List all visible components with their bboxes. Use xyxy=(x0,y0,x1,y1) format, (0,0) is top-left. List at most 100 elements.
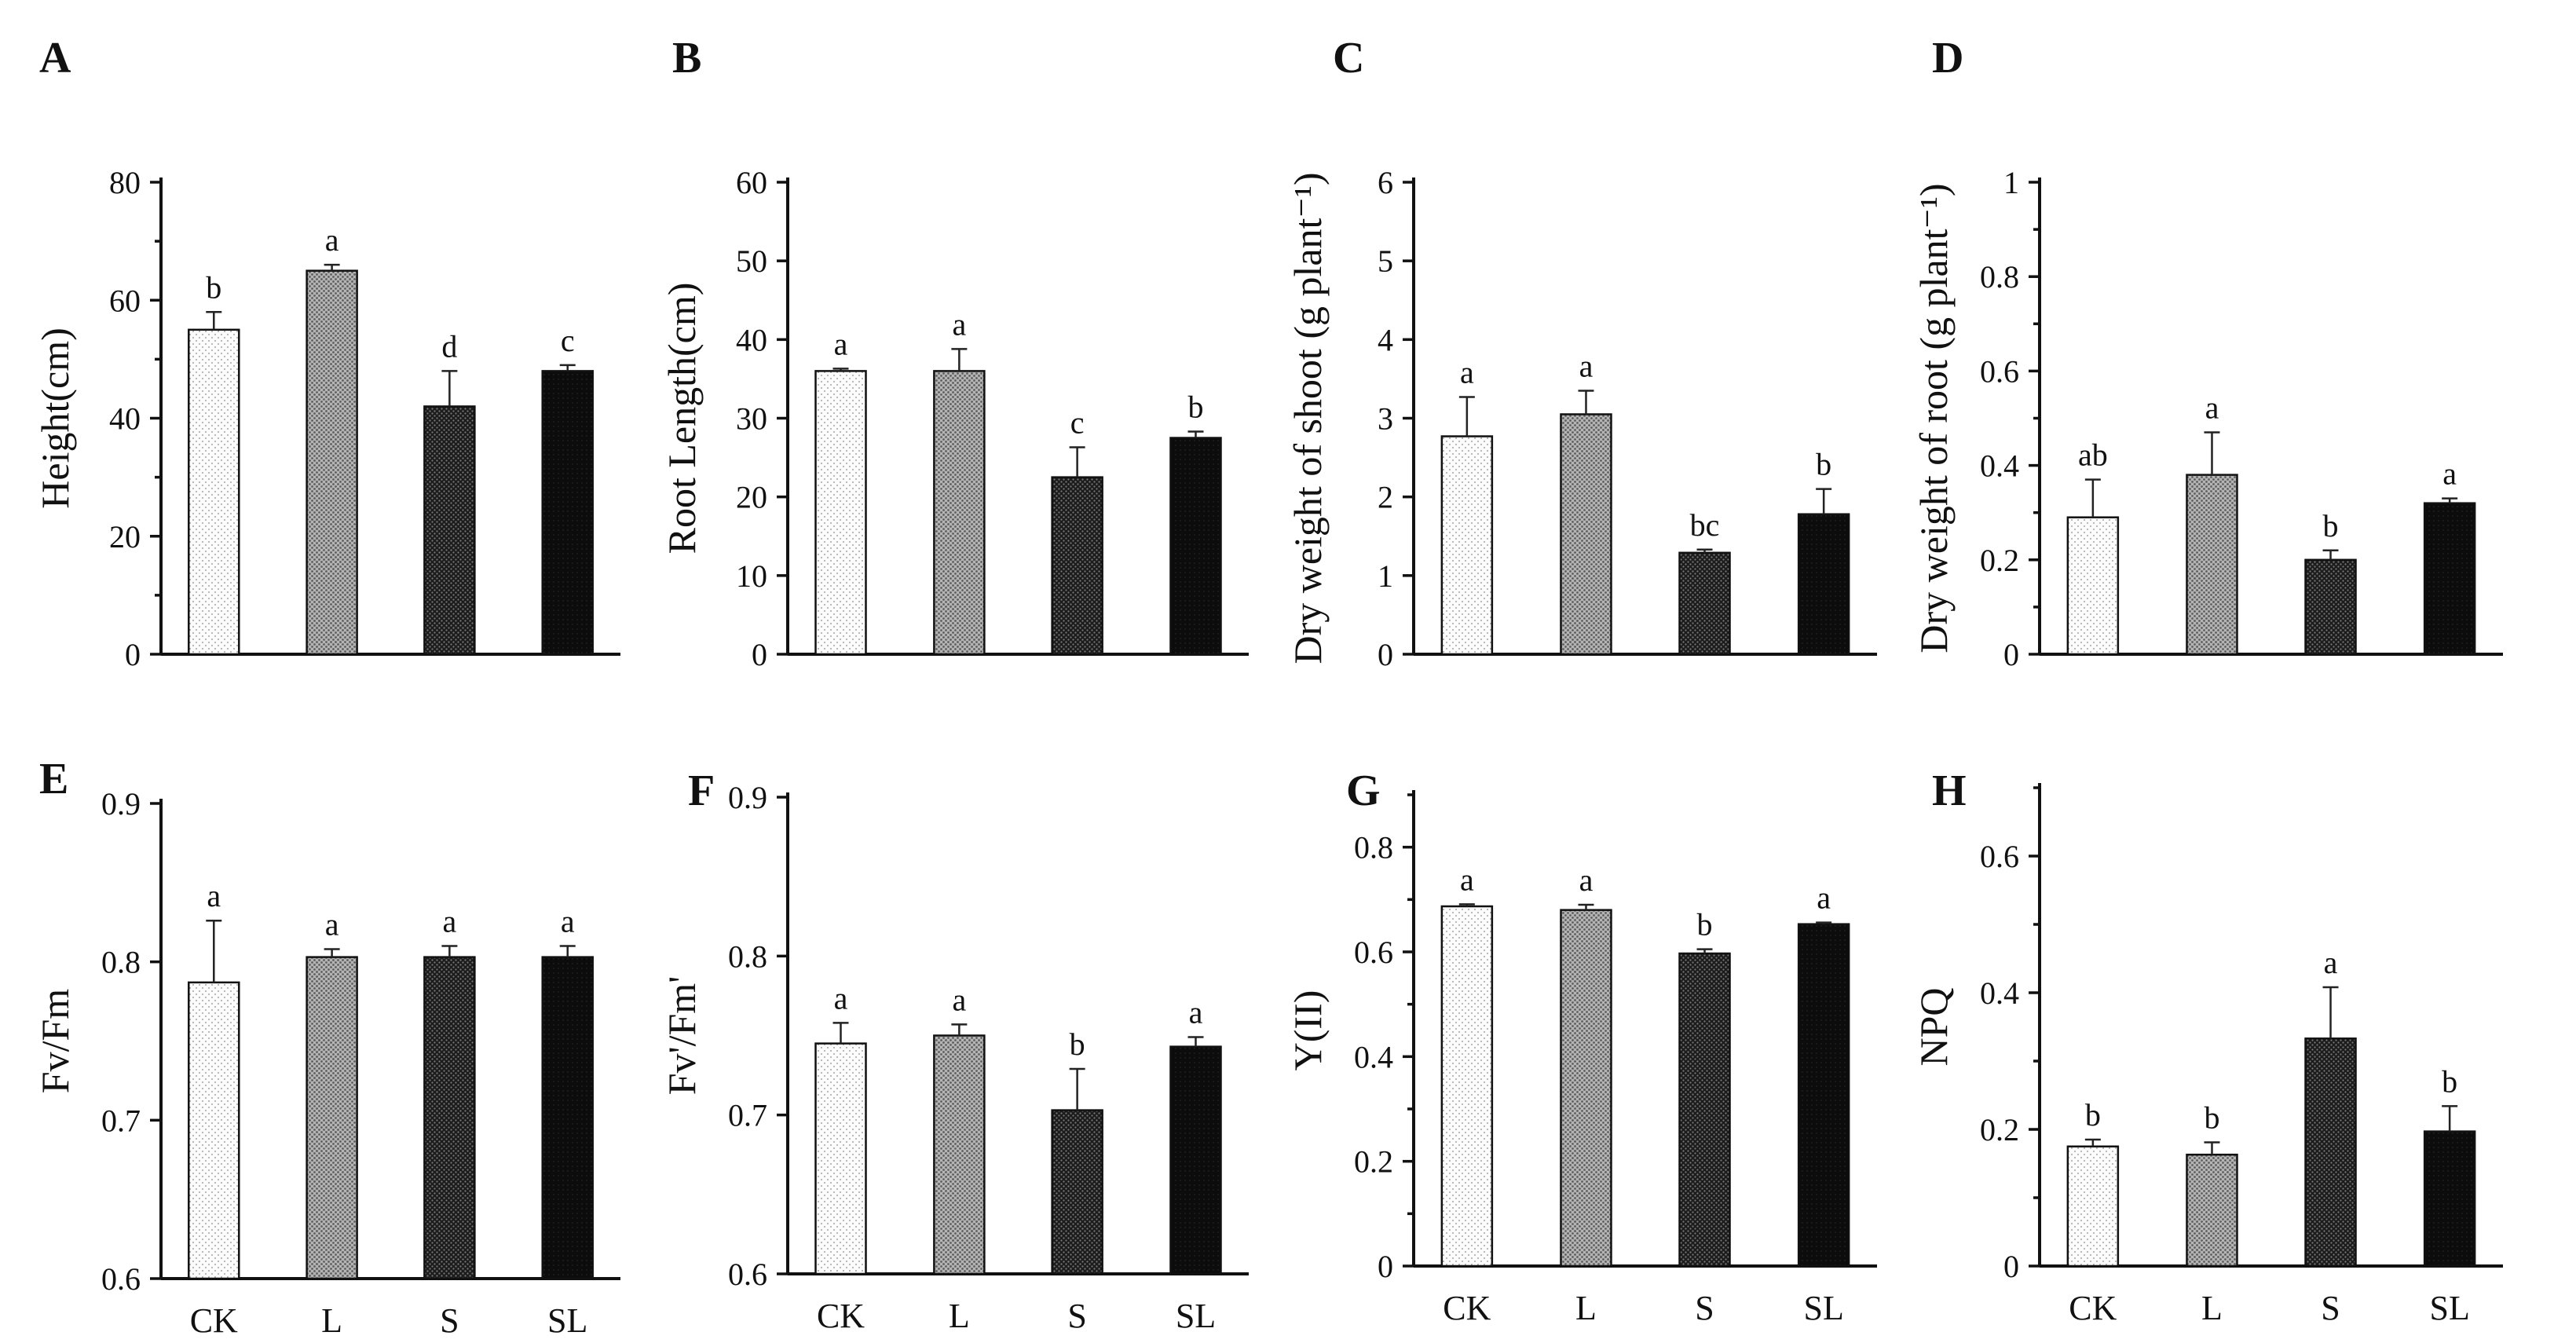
significance-letter: bc xyxy=(1690,507,1720,543)
bar-sl xyxy=(2423,1130,2476,1268)
bar-ck xyxy=(188,981,240,1280)
x-category-label: SL xyxy=(547,1301,587,1340)
bar-s xyxy=(423,405,476,656)
panel-letter: F xyxy=(688,767,715,815)
significance-letter: a xyxy=(1579,862,1594,898)
y-tick-label: 0.8 xyxy=(728,939,767,974)
y-tick-label: 60 xyxy=(736,165,767,200)
bar-sl xyxy=(2423,502,2476,656)
significance-letter: a xyxy=(1579,348,1594,383)
y-tick-label: 10 xyxy=(736,558,767,594)
significance-letter: a xyxy=(561,904,575,939)
y-tick-label: 0.7 xyxy=(101,1103,141,1138)
y-tick-label: 0.8 xyxy=(101,945,141,980)
x-category-label: S xyxy=(2321,1289,2340,1327)
x-category-label: SL xyxy=(1176,1297,1216,1335)
bar-ck xyxy=(814,1042,867,1275)
bar-ck xyxy=(1440,435,1494,656)
y-tick-label: 0 xyxy=(752,637,767,672)
x-category-label: L xyxy=(2201,1289,2223,1327)
y-tick-label: 0.4 xyxy=(1980,448,2019,484)
x-category-label: CK xyxy=(1443,1289,1491,1327)
bar-sl xyxy=(1797,923,1850,1268)
significance-letter: b xyxy=(2204,1100,2219,1136)
significance-letter: a xyxy=(442,904,456,939)
significance-letter: a xyxy=(1460,862,1474,897)
significance-letter: a xyxy=(1189,995,1203,1030)
significance-letter: b xyxy=(2085,1097,2101,1133)
significance-letter: a xyxy=(834,980,848,1015)
y-tick-label: 0.2 xyxy=(1980,1112,2019,1147)
y-tick-label: 6 xyxy=(1378,165,1393,200)
y-tick-label: 20 xyxy=(109,519,141,554)
panel-e: E 0.6 0.7 0.8 0.9 Fv/Fm a CK a La Sa SL xyxy=(33,755,620,1340)
x-category-label: CK xyxy=(2069,1289,2117,1327)
y-tick-label: 0.6 xyxy=(728,1257,767,1292)
bar-l xyxy=(1560,413,1612,656)
significance-letter: a xyxy=(952,982,966,1017)
significance-letter: a xyxy=(1460,354,1474,390)
bar-l xyxy=(933,370,986,656)
bar-l xyxy=(2186,474,2238,656)
bar-ck xyxy=(814,370,867,656)
bar-sl xyxy=(541,956,594,1280)
y-tick-label: 0.6 xyxy=(1354,935,1393,970)
panel-letter: H xyxy=(1932,767,1967,815)
significance-letter: b xyxy=(1070,1026,1085,1062)
significance-letter: b xyxy=(1187,390,1203,425)
y-tick-label: 0 xyxy=(125,637,141,672)
significance-letter: c xyxy=(1070,405,1085,441)
y-tick-label: 0.4 xyxy=(1354,1039,1393,1074)
bar-ck xyxy=(2066,1145,2120,1268)
y-tick-label: 0.8 xyxy=(1354,830,1393,865)
y-tick-label: 0 xyxy=(2003,1249,2019,1284)
y-tick-label: 0 xyxy=(1378,637,1393,672)
panel-g: G 0 0.2 0.4 0.6 0.8 Y(II) a CK a Lb Sa SL xyxy=(1286,767,1877,1327)
x-category-label: L xyxy=(1575,1289,1597,1327)
bar-l xyxy=(306,269,358,656)
panel-b: B 0 10 20 30 40 50 60 Root Length(cm) a a c b xyxy=(660,34,1249,672)
bar-s xyxy=(1678,952,1731,1268)
significance-letter: a xyxy=(2205,390,2219,426)
bar-l xyxy=(1560,909,1612,1268)
significance-letter: a xyxy=(1817,880,1831,916)
y-tick-label: 20 xyxy=(736,480,767,515)
panel-d: D 0 0.2 0.4 0.6 0.8 1 Dry weight of root (g pla… xyxy=(1912,34,2503,672)
bar-sl xyxy=(1169,437,1222,656)
panel-letter: G xyxy=(1346,767,1381,815)
bar-ck xyxy=(1440,905,1494,1268)
y-tick-label: 4 xyxy=(1378,322,1393,357)
x-category-label: S xyxy=(1067,1297,1086,1335)
y-tick-label: 40 xyxy=(736,322,767,357)
y-axis-title: Dry weight of shoot (g plant⁻¹) xyxy=(1286,172,1330,664)
significance-letter: b xyxy=(206,269,221,305)
significance-letter: d xyxy=(441,328,457,364)
x-category-label: SL xyxy=(1803,1289,1843,1327)
y-tick-label: 0.6 xyxy=(101,1261,141,1297)
significance-letter: a xyxy=(2324,945,2338,980)
bar-s xyxy=(2304,558,2357,656)
y-axis-title: Dry weight of root (g plant⁻¹) xyxy=(1912,183,1956,653)
y-axis-title: Root Length(cm) xyxy=(660,283,704,554)
x-category-label: SL xyxy=(2429,1289,2469,1327)
bar-sl xyxy=(1797,513,1850,656)
significance-letter: b xyxy=(1697,907,1713,942)
significance-letter: a xyxy=(2442,456,2457,492)
y-tick-label: 1 xyxy=(1378,558,1393,594)
y-axis-title: Fv'/Fm' xyxy=(660,976,704,1095)
bar-s xyxy=(1051,476,1103,656)
bar-ck xyxy=(188,328,240,656)
x-category-label: L xyxy=(321,1301,342,1340)
y-tick-label: 0.2 xyxy=(1354,1144,1393,1180)
y-tick-label: 50 xyxy=(736,243,767,279)
x-category-label: CK xyxy=(817,1297,865,1335)
panel-letter: E xyxy=(39,755,68,803)
bar-sl xyxy=(1169,1045,1222,1275)
y-tick-label: 0.4 xyxy=(1980,975,2019,1011)
y-tick-label: 0.9 xyxy=(728,780,767,815)
significance-letter: a xyxy=(952,306,966,342)
bar-s xyxy=(2304,1037,2357,1268)
y-tick-label: 60 xyxy=(109,283,141,318)
bar-l xyxy=(933,1034,986,1275)
